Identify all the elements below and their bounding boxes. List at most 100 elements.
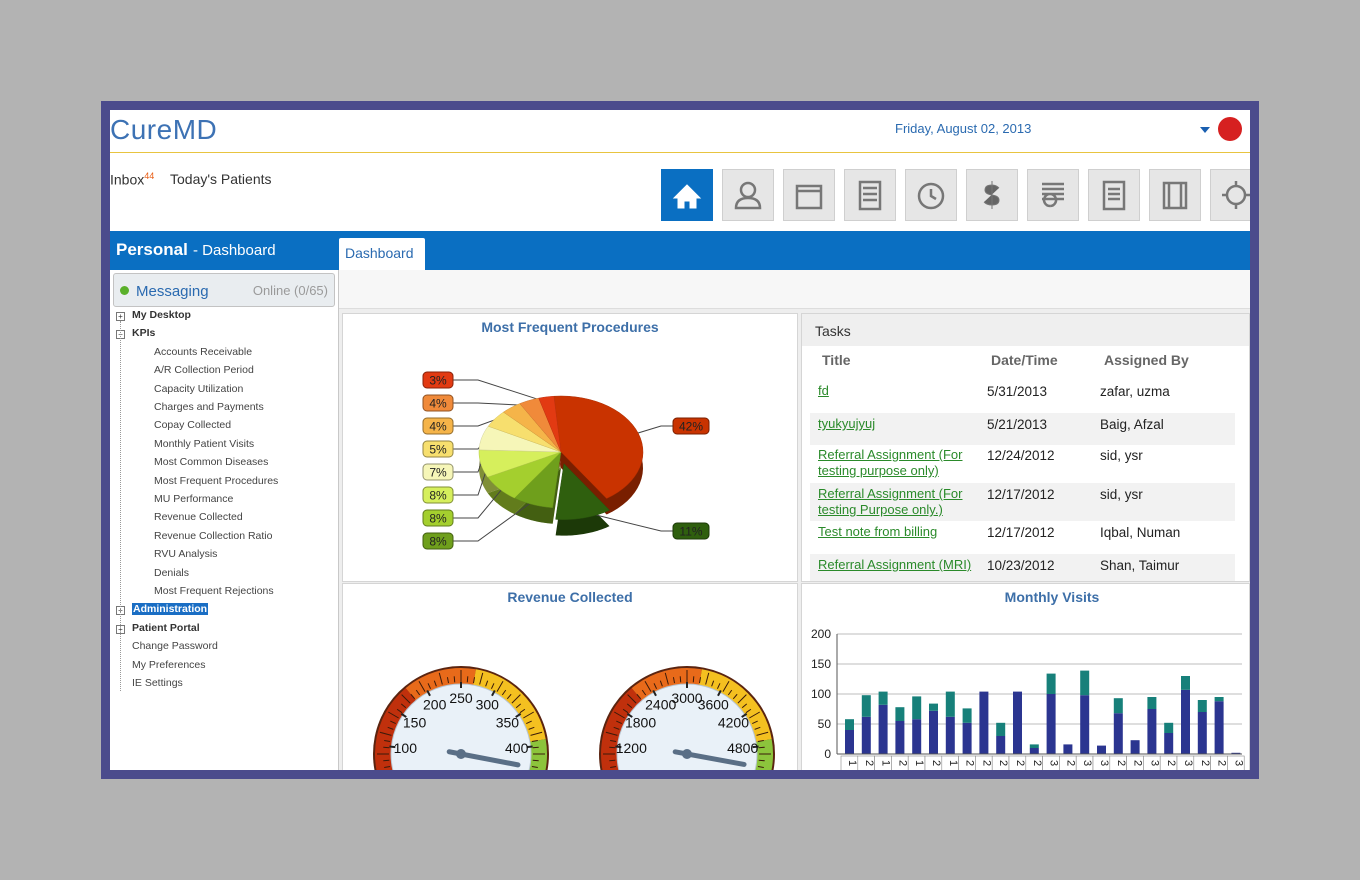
task-link[interactable]: tyukyujyuj (818, 416, 876, 431)
tab-label[interactable]: Dashboard (345, 245, 414, 261)
tree-item[interactable]: MU Performance (154, 493, 234, 505)
x-tick-label: 2 (930, 760, 942, 766)
gauge-tick-label: 4200 (718, 715, 749, 731)
gauge-minor-tick (418, 681, 426, 692)
toolbar-icon[interactable] (966, 169, 1018, 221)
gauge-minor-tick (664, 672, 669, 685)
x-tick-label: 2 (1014, 760, 1026, 766)
gauge-minor-tick (387, 726, 394, 730)
toolbar-icon[interactable] (722, 169, 774, 221)
tree-item[interactable]: A/R Collection Period (154, 364, 254, 377)
x-label-box (1025, 755, 1043, 770)
toolbar-icon[interactable] (1027, 169, 1079, 221)
tree-item[interactable]: Change Password (132, 640, 218, 653)
icon-glyph (1222, 181, 1250, 209)
inbox-label[interactable]: Inbox (110, 171, 145, 188)
tree-item[interactable]: KPIs (132, 327, 156, 340)
tab[interactable]: Dashboard (339, 238, 425, 270)
icon-shape (672, 184, 702, 209)
bar (1113, 713, 1123, 754)
tree-item[interactable]: Denials (154, 566, 190, 579)
toolbar-icon[interactable] (844, 169, 896, 221)
tree-item[interactable]: RVU Analysis (154, 548, 218, 561)
gauge-minor-tick (485, 680, 489, 687)
leader-line (453, 379, 548, 403)
x-label-box (1193, 755, 1211, 770)
tree-item[interactable]: Capacity Utilization (154, 382, 244, 395)
gauge-minor-tick (716, 683, 721, 689)
tree-expander[interactable]: + (116, 312, 125, 321)
x-tick-label: 3 (1232, 760, 1244, 766)
tree-item[interactable]: Copay Collected (154, 419, 232, 432)
gauge-tick-label: 100 (394, 740, 418, 756)
gauge-minor-tick (427, 683, 432, 689)
visits-panel: Monthly Visits 0 50 100 150 200 1 2 1 2 1 2 1 2 2 2 2 2 3 2… (801, 583, 1250, 770)
y-tick-label: 50 (818, 717, 832, 731)
logo[interactable]: CureMD (110, 114, 218, 145)
tasks-title: Tasks (815, 323, 851, 339)
icon-glyph (858, 180, 882, 211)
messaging-label[interactable]: Messaging (136, 283, 209, 300)
data-label: 5% (429, 443, 447, 457)
todays-patients-link[interactable]: Today's Patients (170, 171, 272, 187)
tree-item[interactable]: Most Frequent Rejections (154, 585, 274, 597)
tree-item[interactable]: Most Frequent Procedures (154, 474, 279, 487)
tree-item[interactable]: Most Common Diseases (154, 456, 269, 469)
toolbar-icon[interactable] (1149, 169, 1201, 221)
pie-slice (514, 451, 562, 508)
x-tick-label: 2 (1216, 760, 1228, 766)
bar (1080, 670, 1090, 696)
gauge-minor-tick (401, 694, 411, 704)
toolbar-icon[interactable] (661, 169, 713, 221)
toolbar-icon[interactable] (1088, 169, 1140, 221)
task-cell: 10/23/2012 (987, 558, 1055, 573)
task-link[interactable]: Referral Assignment (For testing purpose… (818, 447, 963, 478)
tree-item[interactable]: Charges and Payments (154, 401, 264, 413)
tree-item[interactable]: Administration (132, 603, 209, 616)
bar (1147, 697, 1157, 709)
task-link[interactable]: Referral Assignment (MRI) (818, 557, 972, 572)
gauge-minor-tick (636, 693, 642, 700)
gauge-tick (526, 745, 533, 749)
tree-item[interactable]: IE Settings (132, 677, 183, 689)
task-link[interactable]: Referral Assignment (For testing Purpose… (818, 486, 963, 517)
label-box (422, 463, 454, 481)
bar (861, 695, 871, 717)
tree-item[interactable]: Revenue Collection Ratio (154, 529, 273, 542)
tree-item[interactable]: Monthly Patient Visits (154, 437, 255, 450)
task-cell: 5/21/2013 (987, 417, 1048, 432)
gauge-tick (426, 689, 431, 697)
messaging-box[interactable]: Messaging Online (0/65) (113, 273, 335, 307)
gauge-minor-tick (609, 746, 616, 749)
gauge-minor-tick (511, 694, 521, 704)
gauge-minor-tick (737, 694, 747, 704)
bar (1214, 697, 1224, 702)
gauge-tick (652, 689, 657, 697)
toolbar-icon[interactable] (905, 169, 957, 221)
tree-item[interactable]: Accounts Receivable (154, 345, 253, 358)
bar (1164, 733, 1174, 754)
tree-item[interactable]: My Desktop (132, 309, 191, 321)
gauge-minor-tick (384, 766, 391, 769)
gauge-tick-label: 3000 (671, 690, 702, 706)
chart-title: Monthly Visits (1005, 589, 1100, 605)
power-button[interactable] (1218, 117, 1242, 141)
task-link[interactable]: Test note from billing (818, 524, 938, 539)
toolbar-icon[interactable] (783, 169, 835, 221)
tree-item[interactable]: Patient Portal (132, 621, 200, 634)
bar (895, 707, 905, 721)
tree-item[interactable]: My Preferences (132, 658, 206, 671)
task-link[interactable]: fd (818, 383, 829, 398)
tree-item[interactable]: Revenue Collected (154, 511, 243, 524)
bar (912, 696, 922, 720)
icon-glyph (1042, 182, 1064, 208)
dropdown-caret[interactable] (1200, 127, 1210, 133)
x-tick-label: 2 (896, 760, 908, 766)
inbox-link[interactable]: Inbox44 (110, 171, 154, 188)
icon-shape (734, 181, 762, 210)
bar (1029, 748, 1039, 754)
pie-slice (553, 395, 644, 499)
bar (1046, 694, 1056, 754)
gauge-tick-label: 350 (496, 715, 520, 731)
toolbar-icon[interactable] (1210, 169, 1250, 221)
